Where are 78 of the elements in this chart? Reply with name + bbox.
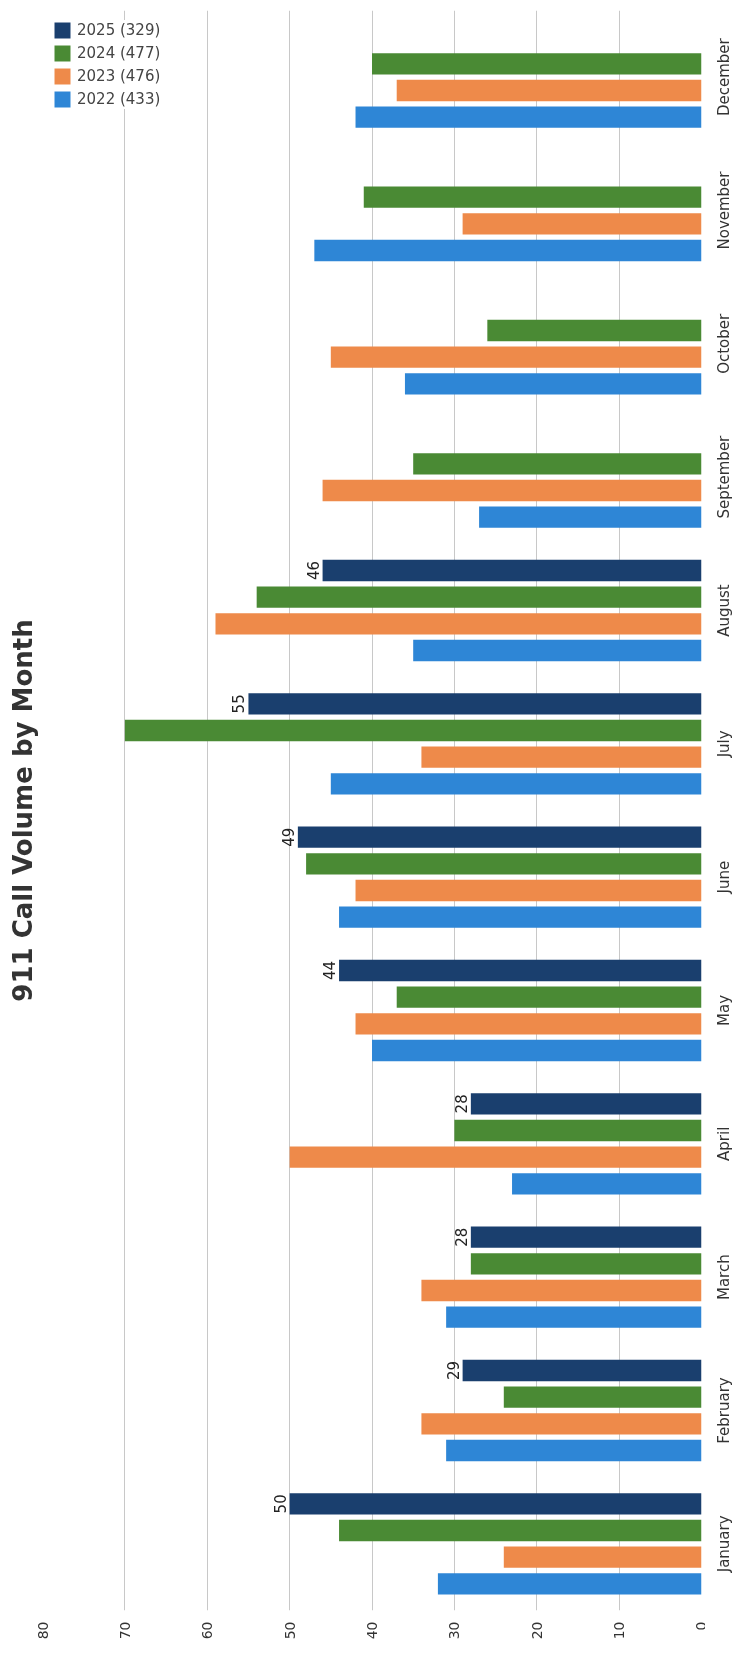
y-tick-label: September — [714, 434, 733, 519]
x-tick-label: 80 — [34, 1621, 51, 1640]
bar — [421, 746, 702, 768]
text: 911 Call Volume by Month — [7, 619, 38, 1002]
x-tick-label: 50 — [281, 1621, 298, 1640]
legend-label: 2023 (476) — [77, 67, 161, 85]
legend-label: 2022 (433) — [77, 90, 161, 108]
bar — [413, 639, 702, 662]
data-label: 46 — [304, 560, 323, 581]
bar — [503, 1386, 702, 1408]
x-tick-label: 30 — [446, 1621, 463, 1640]
bar — [503, 1546, 702, 1568]
x-tick-label: 0 — [692, 1621, 709, 1631]
bar — [363, 186, 702, 208]
y-tick-label: November — [714, 170, 733, 250]
y-tick-label: May — [714, 994, 733, 1027]
x-tick-label: 60 — [199, 1621, 216, 1640]
y-tick-label: April — [714, 1126, 733, 1161]
bar — [479, 506, 702, 528]
bar — [446, 1439, 702, 1462]
bar — [470, 1226, 702, 1248]
data-label: 55 — [230, 694, 249, 714]
legend-label: 2024 (477) — [77, 44, 161, 62]
bar — [339, 906, 702, 928]
bar — [289, 1146, 702, 1168]
y-tick-label: February — [714, 1377, 733, 1444]
data-label: 50 — [271, 1494, 290, 1514]
bar — [297, 826, 702, 848]
bar — [306, 853, 702, 875]
y-tick-label: October — [714, 312, 733, 374]
bar — [256, 586, 702, 608]
bar — [462, 1359, 702, 1382]
bar — [437, 1573, 702, 1595]
y-tick-label: August — [714, 584, 733, 637]
bar — [396, 79, 702, 102]
x-tick-label: 10 — [611, 1621, 628, 1640]
legend-label: 2025 (329) — [77, 21, 161, 39]
bar — [322, 559, 702, 582]
y-tick-label: June — [714, 860, 733, 895]
bar — [470, 1093, 702, 1115]
bar — [446, 1306, 702, 1328]
bar — [421, 1413, 702, 1435]
bar — [404, 373, 702, 395]
bar — [289, 1493, 702, 1515]
bar — [248, 693, 702, 715]
bar — [339, 1519, 702, 1542]
x-tick-label: 20 — [528, 1621, 545, 1640]
bar — [372, 53, 702, 75]
bar — [421, 1279, 702, 1302]
y-tick-label: March — [714, 1254, 733, 1301]
y-tick-label: July — [714, 730, 733, 759]
data-label: 29 — [444, 1360, 463, 1381]
bar — [339, 959, 702, 982]
bar — [470, 1253, 702, 1275]
bar — [372, 1039, 702, 1062]
bar — [462, 213, 702, 235]
bar — [124, 719, 702, 742]
x-tick-label: 40 — [364, 1621, 380, 1640]
bar — [322, 479, 702, 502]
bar — [355, 106, 702, 128]
data-label: 44 — [321, 960, 340, 981]
y-tick-label: January — [714, 1515, 733, 1574]
bar — [396, 986, 702, 1008]
bar — [330, 346, 702, 368]
bar — [454, 1119, 702, 1142]
bar — [512, 1173, 702, 1195]
bar — [413, 453, 702, 475]
bar — [215, 613, 702, 635]
data-label: 28 — [452, 1094, 471, 1114]
bar — [487, 319, 702, 342]
data-label: 28 — [452, 1227, 471, 1247]
bar — [355, 1013, 702, 1035]
data-label: 49 — [279, 827, 298, 847]
x-tick-label: 70 — [116, 1621, 133, 1640]
bar — [330, 773, 702, 795]
y-tick-label: December — [714, 37, 733, 117]
bar — [314, 239, 702, 262]
bar — [355, 879, 702, 902]
